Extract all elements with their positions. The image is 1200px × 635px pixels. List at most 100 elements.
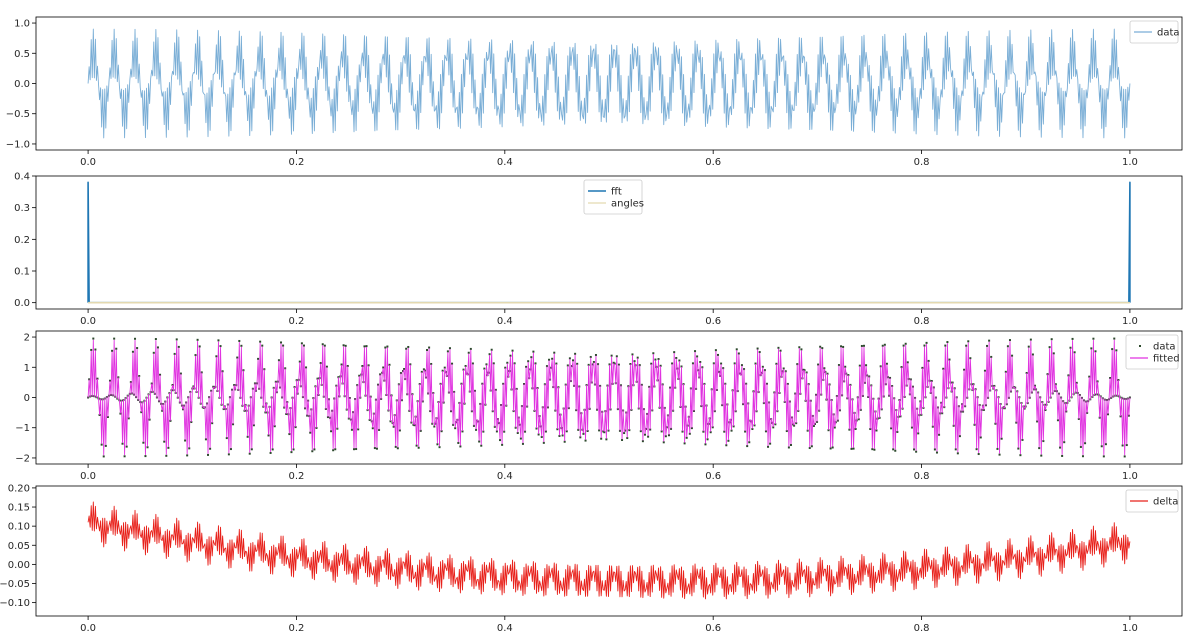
data-point bbox=[737, 352, 740, 355]
data-point bbox=[184, 439, 187, 442]
data-point bbox=[267, 434, 270, 437]
y-tick-label: 1.0 bbox=[14, 19, 30, 30]
x-tick-label: 0.2 bbox=[289, 623, 305, 634]
data-point bbox=[1015, 421, 1018, 424]
data-point bbox=[840, 345, 843, 348]
data-point bbox=[641, 440, 644, 443]
data-point bbox=[482, 430, 485, 433]
data-point bbox=[1100, 445, 1103, 448]
data-point bbox=[1071, 337, 1074, 340]
data-point bbox=[829, 447, 832, 450]
data-point bbox=[608, 363, 611, 366]
x-tick-label: 0.4 bbox=[497, 623, 513, 634]
data-point bbox=[375, 447, 378, 450]
data-point bbox=[767, 445, 770, 448]
data-point bbox=[1021, 438, 1024, 441]
data-point bbox=[367, 364, 370, 367]
data-point bbox=[958, 435, 961, 438]
data-point bbox=[403, 368, 406, 371]
data-point bbox=[769, 442, 772, 445]
data-point bbox=[1092, 337, 1095, 340]
data-point bbox=[513, 362, 516, 365]
data-point bbox=[443, 366, 446, 369]
data-point bbox=[722, 367, 725, 370]
data-point bbox=[288, 433, 291, 436]
data-point bbox=[188, 447, 191, 450]
data-point bbox=[746, 445, 749, 448]
data-point bbox=[115, 347, 118, 350]
data-point bbox=[844, 365, 847, 368]
data-point bbox=[921, 366, 924, 369]
data-point bbox=[990, 355, 993, 358]
data-point bbox=[428, 346, 431, 349]
y-tick-label: −1 bbox=[15, 423, 30, 434]
data-point bbox=[1017, 447, 1020, 450]
data-point bbox=[574, 352, 577, 355]
data-point bbox=[956, 452, 959, 455]
data-point bbox=[733, 362, 736, 365]
data-point bbox=[355, 448, 358, 451]
data-point bbox=[782, 367, 785, 370]
data-point bbox=[248, 452, 251, 455]
data-point bbox=[527, 360, 530, 363]
subplot-data: 0.0 0.2 0.4 0.6 0.8 1.0 1.0 0.5 0.0 −0.5 −1.0 data bbox=[6, 16, 1183, 168]
data-point bbox=[816, 420, 819, 423]
data-point bbox=[833, 426, 836, 429]
data-point bbox=[242, 369, 245, 372]
data-point bbox=[938, 433, 941, 436]
y-tick-label: −0.5 bbox=[6, 109, 30, 120]
data-point bbox=[211, 422, 214, 425]
x-tick-label: 1.0 bbox=[1122, 157, 1138, 168]
y-tick-label: 0.00 bbox=[8, 560, 30, 571]
plot-area bbox=[87, 181, 1131, 304]
data-point bbox=[1029, 338, 1032, 341]
data-point bbox=[621, 438, 624, 441]
x-tick-label: 0.4 bbox=[497, 157, 513, 168]
data-point bbox=[935, 451, 938, 454]
data-point bbox=[1069, 346, 1072, 349]
data-point bbox=[271, 448, 274, 451]
data-point bbox=[340, 363, 343, 366]
legend-label: data bbox=[1153, 342, 1176, 353]
data-point bbox=[198, 345, 201, 348]
data-point bbox=[422, 368, 425, 371]
axes-frame bbox=[35, 485, 1183, 617]
data-point bbox=[883, 343, 886, 346]
data-point bbox=[633, 360, 636, 363]
data-point bbox=[617, 363, 620, 366]
data-point bbox=[357, 428, 360, 431]
y-tick-label: 0.4 bbox=[14, 172, 30, 183]
data-point bbox=[154, 338, 157, 341]
data-point bbox=[398, 429, 401, 432]
data-point bbox=[227, 453, 230, 456]
data-point bbox=[1121, 444, 1124, 447]
data-point bbox=[690, 427, 693, 430]
data-point bbox=[472, 424, 475, 427]
data-point bbox=[361, 365, 364, 368]
data-point bbox=[1102, 455, 1105, 458]
y-tick-label: 0.10 bbox=[8, 522, 30, 533]
data-point bbox=[1090, 347, 1093, 350]
data-point bbox=[134, 337, 137, 340]
data-point bbox=[545, 365, 548, 368]
data-point bbox=[309, 431, 312, 434]
data-point bbox=[292, 448, 295, 451]
data-point bbox=[678, 359, 681, 362]
data-point bbox=[263, 368, 266, 371]
data-point bbox=[179, 372, 182, 375]
data-point bbox=[346, 364, 349, 367]
data-point bbox=[451, 362, 454, 365]
data-point bbox=[1046, 373, 1049, 376]
data-point bbox=[215, 355, 218, 358]
data-point bbox=[1109, 377, 1112, 379]
data-point bbox=[300, 342, 303, 345]
legend-label: delta bbox=[1153, 497, 1178, 508]
data-point bbox=[881, 344, 884, 347]
data-point bbox=[257, 357, 260, 360]
data-point bbox=[337, 376, 340, 379]
data-point bbox=[102, 455, 105, 458]
series-fitted-line bbox=[87, 339, 1131, 456]
data-point bbox=[123, 455, 126, 458]
